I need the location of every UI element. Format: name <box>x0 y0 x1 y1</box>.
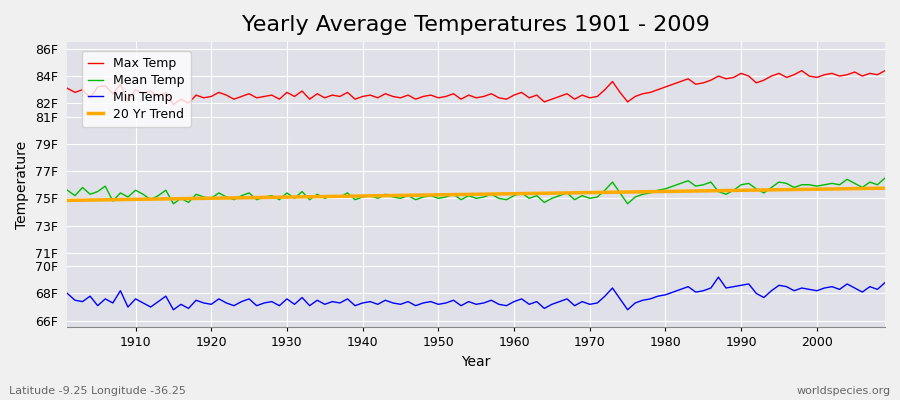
Min Temp <box>713 275 724 280</box>
Max Temp <box>62 86 73 91</box>
Line: Mean Temp: Mean Temp <box>68 178 885 204</box>
Line: Min Temp: Min Temp <box>68 277 885 310</box>
Min Temp <box>62 291 73 296</box>
Mean Temp <box>517 190 527 195</box>
Mean Temp <box>608 180 618 184</box>
Y-axis label: Temperature: Temperature <box>15 141 29 229</box>
Legend: Max Temp, Mean Temp, Min Temp, 20 Yr Trend: Max Temp, Mean Temp, Min Temp, 20 Yr Tre… <box>82 51 191 127</box>
Mean Temp <box>879 176 890 180</box>
Min Temp <box>297 295 308 300</box>
Text: Latitude -9.25 Longitude -36.25: Latitude -9.25 Longitude -36.25 <box>9 386 186 396</box>
Mean Temp <box>508 193 519 198</box>
Mean Temp <box>168 201 179 206</box>
Max Temp <box>508 93 519 98</box>
Min Temp <box>517 296 527 301</box>
Text: worldspecies.org: worldspecies.org <box>796 386 891 396</box>
Min Temp <box>879 280 890 285</box>
Max Temp <box>122 98 133 103</box>
Title: Yearly Average Temperatures 1901 - 2009: Yearly Average Temperatures 1901 - 2009 <box>242 15 710 35</box>
Max Temp <box>517 90 527 95</box>
Line: Max Temp: Max Temp <box>68 71 885 105</box>
Max Temp <box>168 102 179 107</box>
Min Temp <box>608 286 618 290</box>
Mean Temp <box>122 194 133 199</box>
Mean Temp <box>297 189 308 194</box>
Min Temp <box>508 299 519 304</box>
Mean Temp <box>62 188 73 192</box>
Max Temp <box>297 89 308 94</box>
X-axis label: Year: Year <box>462 355 490 369</box>
Min Temp <box>342 296 353 301</box>
Min Temp <box>122 305 133 310</box>
Mean Temp <box>342 190 353 195</box>
Max Temp <box>342 90 353 95</box>
Max Temp <box>879 68 890 73</box>
Max Temp <box>796 68 807 73</box>
Max Temp <box>608 79 618 84</box>
Min Temp <box>168 307 179 312</box>
